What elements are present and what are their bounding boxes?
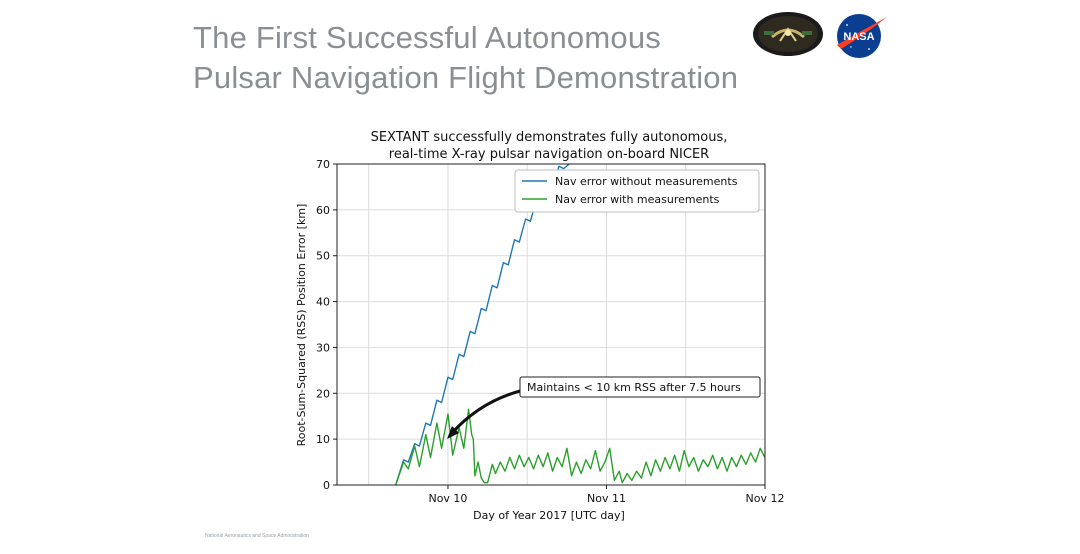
annotation: Maintains < 10 km RSS after 7.5 hours	[447, 376, 761, 439]
y-tick-label: 10	[316, 433, 330, 446]
nasa-logo-icon: NASA	[837, 14, 887, 58]
footer-text: National Aeronautics and Space Administr…	[205, 533, 309, 539]
annotation-text: Maintains < 10 km RSS after 7.5 hours	[527, 381, 741, 394]
x-axis-ticks: Nov 10 Nov 11 Nov 12	[428, 485, 784, 505]
x-tick-label: Nov 12	[746, 492, 785, 505]
y-tick-label: 70	[316, 158, 330, 171]
y-tick-label: 20	[316, 387, 330, 400]
series-line-with-measurements	[395, 408, 766, 486]
annotation-arrowhead	[447, 426, 459, 439]
y-axis-ticks: 0 10 20 30 40 50 60 70	[316, 158, 337, 492]
y-tick-label: 0	[323, 479, 330, 492]
x-axis-label: Day of Year 2017 [UTC day]	[473, 509, 625, 522]
y-tick-label: 30	[316, 341, 330, 354]
y-axis-label: Root-Sum-Squared (RSS) Position Error [k…	[295, 204, 308, 447]
legend: Nav error without measurements Nav error…	[514, 169, 760, 213]
annotation-arrow	[450, 389, 521, 435]
mission-logo-icon	[753, 12, 823, 56]
chart-title-line1: SEXTANT successfully demonstrates fully …	[371, 130, 728, 145]
legend-box	[514, 169, 760, 213]
legend-label-with: Nav error with measurements	[555, 193, 720, 206]
plot-frame	[336, 163, 766, 486]
legend-label-without: Nav error without measurements	[555, 175, 738, 188]
y-tick-label: 40	[316, 296, 330, 309]
y-tick-label: 60	[316, 204, 330, 217]
x-tick-label: Nov 11	[587, 492, 626, 505]
nasa-logo-text: NASA	[843, 31, 874, 43]
slide-title-line2: Pulsar Navigation Flight Demonstration	[193, 60, 739, 95]
slide-title-line1: The First Successful Autonomous	[193, 20, 661, 55]
annotation-box	[519, 376, 761, 398]
chart-title-line2: real-time X-ray pulsar navigation on-boa…	[389, 147, 709, 162]
y-tick-label: 50	[316, 250, 330, 263]
slide-title: The First Successful Autonomous Pulsar N…	[193, 18, 738, 98]
x-tick-label: Nov 10	[428, 492, 467, 505]
